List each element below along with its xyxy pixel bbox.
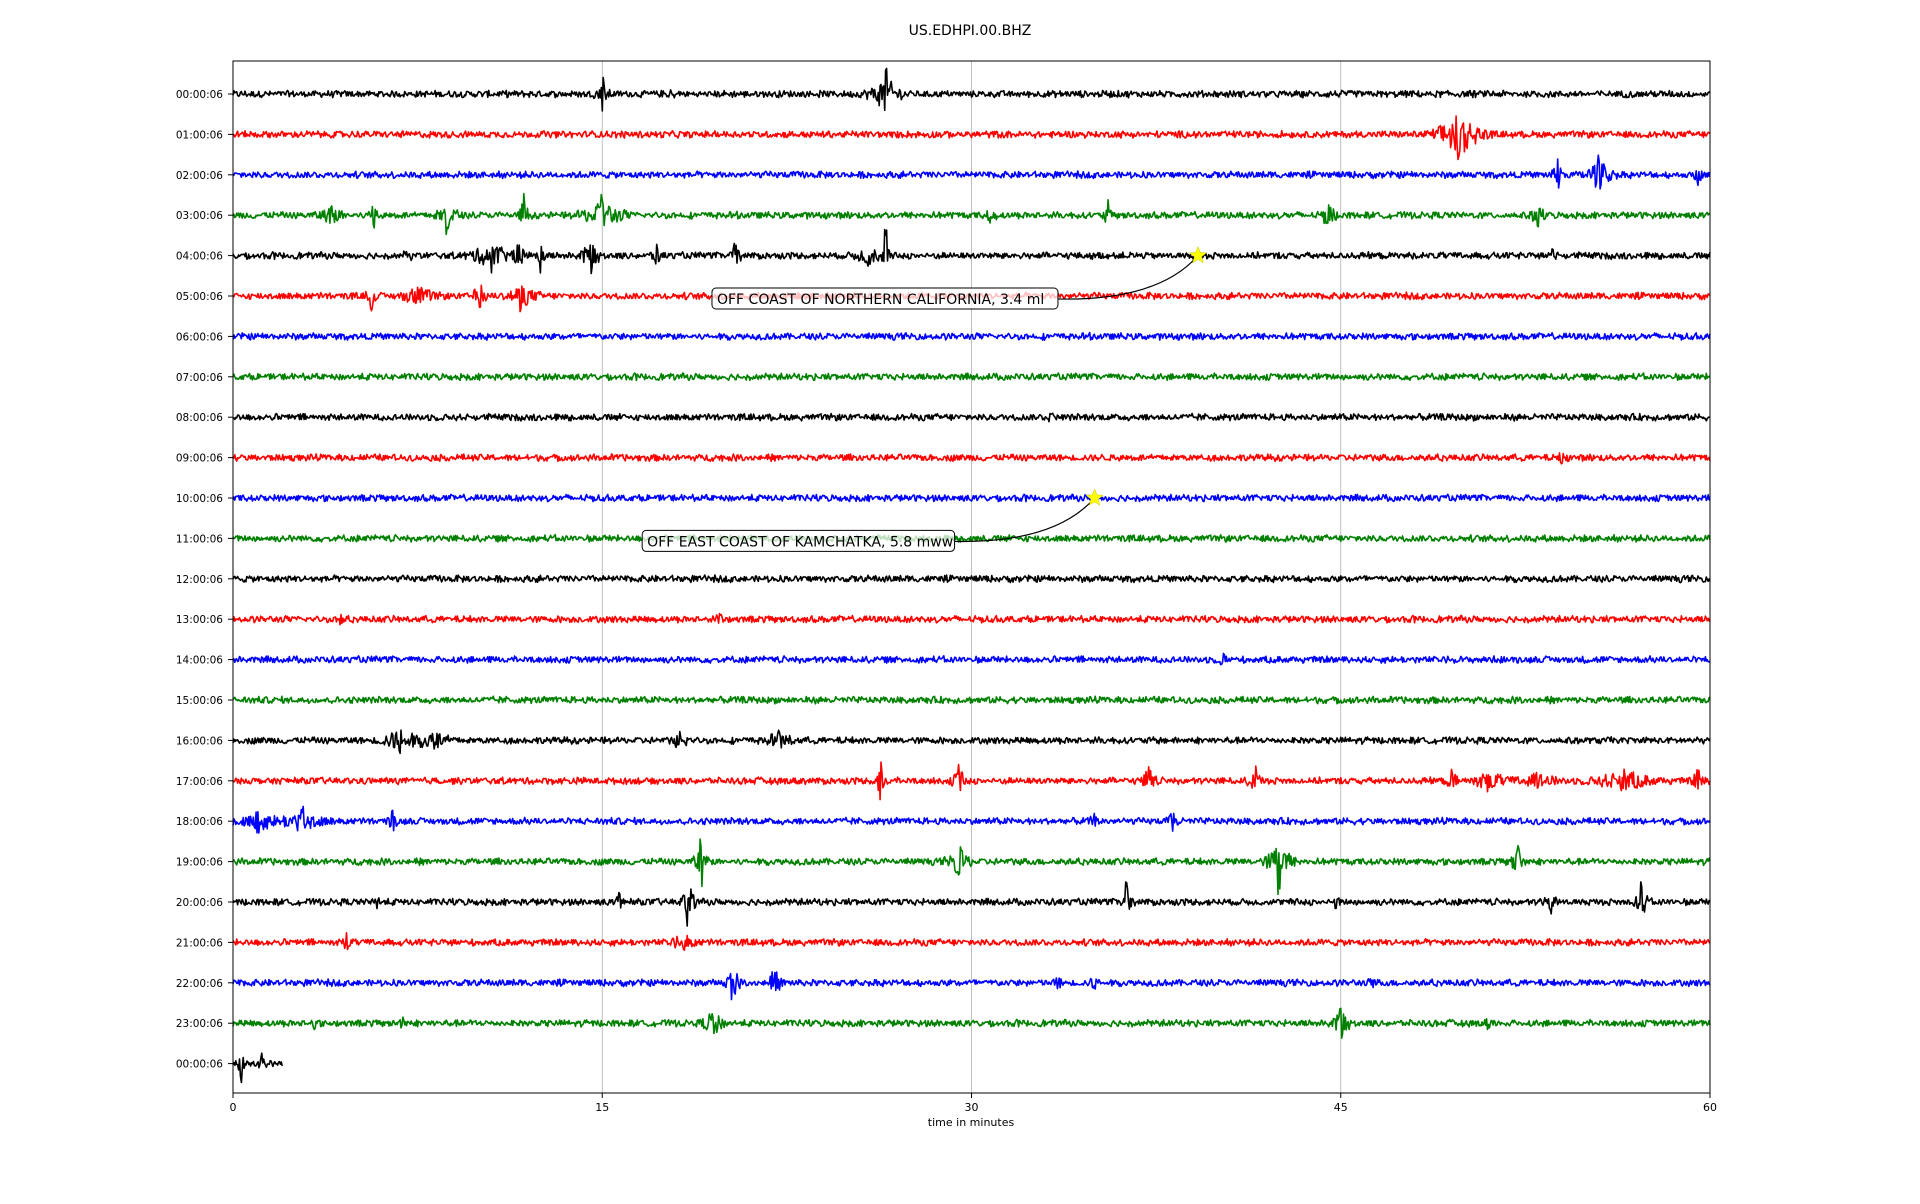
y-tick-label: 16:00:06: [176, 735, 223, 747]
trace-row: [232, 574, 1711, 584]
trace-row: [232, 838, 1711, 896]
y-tick-label: 12:00:06: [176, 574, 223, 586]
event-annotation: OFF COAST OF NORTHERN CALIFORNIA, 3.4 ml: [711, 245, 1208, 310]
trace-row: [232, 652, 1711, 666]
y-tick-label: 11:00:06: [176, 533, 223, 545]
annotation-box: [711, 287, 1059, 310]
y-tick-label: 14:00:06: [176, 655, 223, 667]
x-tick-label: 30: [965, 1101, 979, 1114]
annotation-label: OFF COAST OF NORTHERN CALIFORNIA, 3.4 ml: [717, 292, 1044, 308]
trace-row: [232, 452, 1711, 465]
trace-rows: [232, 67, 1711, 1084]
chart-title: US.EDHPI.00.BHZ: [909, 23, 1032, 39]
y-tick-label: 04:00:06: [176, 251, 223, 263]
trace-row: [232, 881, 1711, 927]
trace-row: [232, 971, 1711, 1001]
y-tick-label: 15:00:06: [176, 695, 223, 707]
y-tick-label: 06:00:06: [176, 331, 223, 343]
trace-row: [232, 493, 1711, 503]
x-tick-label: 0: [230, 1101, 237, 1114]
x-tick-label: 45: [1334, 1101, 1348, 1114]
y-tick-label: 18:00:06: [176, 816, 223, 828]
y-tick-label: 07:00:06: [176, 372, 223, 384]
y-tick-label: 05:00:06: [176, 291, 223, 303]
y-tick-label: 23:00:06: [176, 1018, 223, 1030]
y-tick-label: 00:00:06: [176, 89, 223, 101]
y-tick-label: 20:00:06: [176, 897, 223, 909]
annotation-connector: [1057, 255, 1199, 300]
y-tick-label: 19:00:06: [176, 857, 223, 869]
trace-row: [232, 372, 1711, 382]
trace-row: [232, 533, 1711, 543]
y-tick-label: 13:00:06: [176, 614, 223, 626]
trace-row: [232, 729, 1711, 755]
annotation-label: OFF EAST COAST OF KAMCHATKA, 5.8 mww: [647, 534, 953, 550]
x-tick-label: 15: [595, 1101, 609, 1114]
event-annotation: OFF EAST COAST OF KAMCHATKA, 5.8 mww: [641, 488, 1104, 552]
y-tick-label: 09:00:06: [176, 453, 223, 465]
trace-row: [232, 192, 1711, 236]
trace-row: [232, 154, 1711, 190]
annotation-box: [641, 529, 956, 552]
annotation-connector: [954, 497, 1096, 543]
y-tick-label: 10:00:06: [176, 493, 223, 505]
trace-row: [232, 1007, 1711, 1039]
trace-row: [232, 761, 1711, 801]
y-tick-label: 00:00:06: [176, 1059, 223, 1071]
event-star-marker: [1085, 488, 1104, 506]
y-tick-label: 17:00:06: [176, 776, 223, 788]
trace-row: [232, 331, 1711, 341]
x-axis: 0 15 30 45 60: [230, 1093, 1717, 1114]
plot-frame: [232, 60, 1711, 1094]
trace-row: [232, 932, 1711, 951]
event-star-marker: [1188, 245, 1208, 264]
y-tick-label: 22:00:06: [176, 978, 223, 990]
trace-row: [232, 412, 1711, 423]
y-tick-labels: 00:00:06 01:00:06 02:00:06 03:00:06 04:00:06…: [176, 89, 233, 1071]
y-tick-label: 01:00:06: [176, 129, 223, 141]
trace-row: [232, 695, 1711, 705]
trace-row: [232, 1052, 283, 1084]
trace-row: [232, 115, 1711, 161]
trace-row: [232, 805, 1711, 834]
y-tick-label: 03:00:06: [176, 210, 223, 222]
trace-row: [232, 67, 1711, 112]
y-tick-label: 02:00:06: [176, 170, 223, 182]
x-axis-label: time in minutes: [928, 1116, 1015, 1129]
event-annotations: OFF COAST OF NORTHERN CALIFORNIA, 3.4 ml…: [641, 245, 1208, 552]
y-tick-label: 21:00:06: [176, 937, 223, 949]
trace-row: [232, 612, 1711, 626]
x-tick-label: 60: [1703, 1101, 1717, 1114]
y-tick-label: 08:00:06: [176, 412, 223, 424]
trace-row: [232, 228, 1711, 275]
